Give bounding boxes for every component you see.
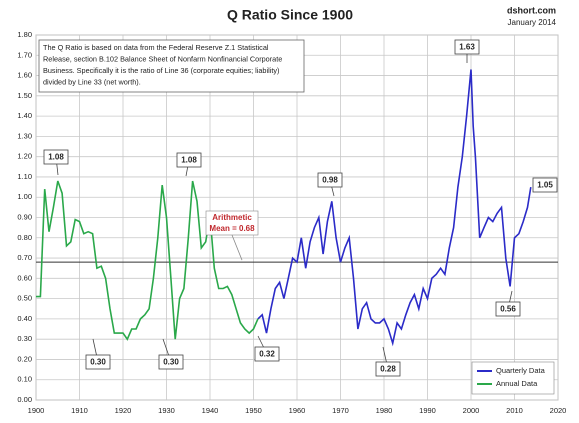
note-text: The Q Ratio is based on data from the Fe… <box>43 43 269 52</box>
x-tick-label: 1900 <box>28 406 45 415</box>
note-box <box>38 39 305 93</box>
y-tick-label: 0.90 <box>17 212 32 221</box>
mean-label-box <box>205 210 259 236</box>
y-tick-label: 1.30 <box>17 131 32 140</box>
note-text: divided by Line 33 (net worth). <box>43 77 141 86</box>
x-tick-label: 2010 <box>506 406 523 415</box>
callout-label: 0.30 <box>163 358 179 367</box>
callout-box <box>176 152 202 168</box>
x-tick-label: 1980 <box>376 406 393 415</box>
y-tick-label: 0.70 <box>17 253 32 262</box>
y-tick-label: 0.50 <box>17 294 32 303</box>
y-tick-label: 1.20 <box>17 152 32 161</box>
y-tick-label: 0.20 <box>17 354 32 363</box>
callout-label: 1.08 <box>181 156 197 165</box>
y-tick-label: 0.10 <box>17 375 32 384</box>
note-text: Release, section B.102 Balance Sheet of … <box>43 54 282 63</box>
x-tick-label: 1970 <box>332 406 349 415</box>
callout-box <box>495 301 521 317</box>
callout-label: 0.32 <box>259 350 275 359</box>
x-tick-label: 1940 <box>202 406 219 415</box>
mean-pointer <box>231 234 243 261</box>
callout-label: 1.08 <box>48 153 64 162</box>
callout-box <box>454 39 480 55</box>
y-tick-label: 1.70 <box>17 50 32 59</box>
callout-box <box>85 354 111 370</box>
data-line <box>257 69 532 347</box>
callout-box <box>158 354 184 370</box>
x-tick-label: 1920 <box>115 406 132 415</box>
callout-label: 1.63 <box>459 43 475 52</box>
mean-label: Mean = 0.68 <box>209 224 255 233</box>
x-tick-label: 1910 <box>71 406 88 415</box>
callout-label: 0.56 <box>500 305 516 314</box>
y-tick-label: 1.50 <box>17 91 32 100</box>
y-tick-label: 1.10 <box>17 172 32 181</box>
callout-label: 0.30 <box>90 358 106 367</box>
callout-box <box>317 172 343 188</box>
callout-box <box>532 177 558 193</box>
x-tick-label: 2020 <box>550 406 567 415</box>
callout-box <box>375 361 401 377</box>
data-line <box>36 180 259 341</box>
legend-label: Annual Data <box>496 379 538 388</box>
x-tick-label: 1930 <box>158 406 175 415</box>
y-tick-label: 0.30 <box>17 334 32 343</box>
x-tick-label: 1960 <box>289 406 306 415</box>
legend-box <box>471 361 555 395</box>
callout-label: 1.05 <box>537 181 553 190</box>
callout-label: 0.98 <box>322 176 338 185</box>
y-tick-label: 1.80 <box>17 30 32 39</box>
note-text: Business. Specifically it is the ratio o… <box>43 66 279 75</box>
date: January 2014 <box>508 18 557 27</box>
y-tick-label: 0.80 <box>17 233 32 242</box>
mean-label: Arithmetic <box>212 213 252 222</box>
callout-box <box>254 346 280 362</box>
x-tick-label: 1950 <box>245 406 262 415</box>
callout-box <box>43 149 69 165</box>
x-tick-label: 2000 <box>463 406 480 415</box>
y-tick-label: 1.00 <box>17 192 32 201</box>
source: dshort.com <box>507 5 556 15</box>
legend-label: Quarterly Data <box>496 366 546 375</box>
chart-title: Q Ratio Since 1900 <box>227 7 353 23</box>
x-tick-label: 1990 <box>419 406 436 415</box>
y-tick-label: 0.40 <box>17 314 32 323</box>
y-tick-label: 0.00 <box>17 395 32 404</box>
y-tick-label: 1.60 <box>17 71 32 80</box>
y-tick-label: 1.40 <box>17 111 32 120</box>
y-tick-label: 0.60 <box>17 273 32 282</box>
callout-label: 0.28 <box>380 365 396 374</box>
